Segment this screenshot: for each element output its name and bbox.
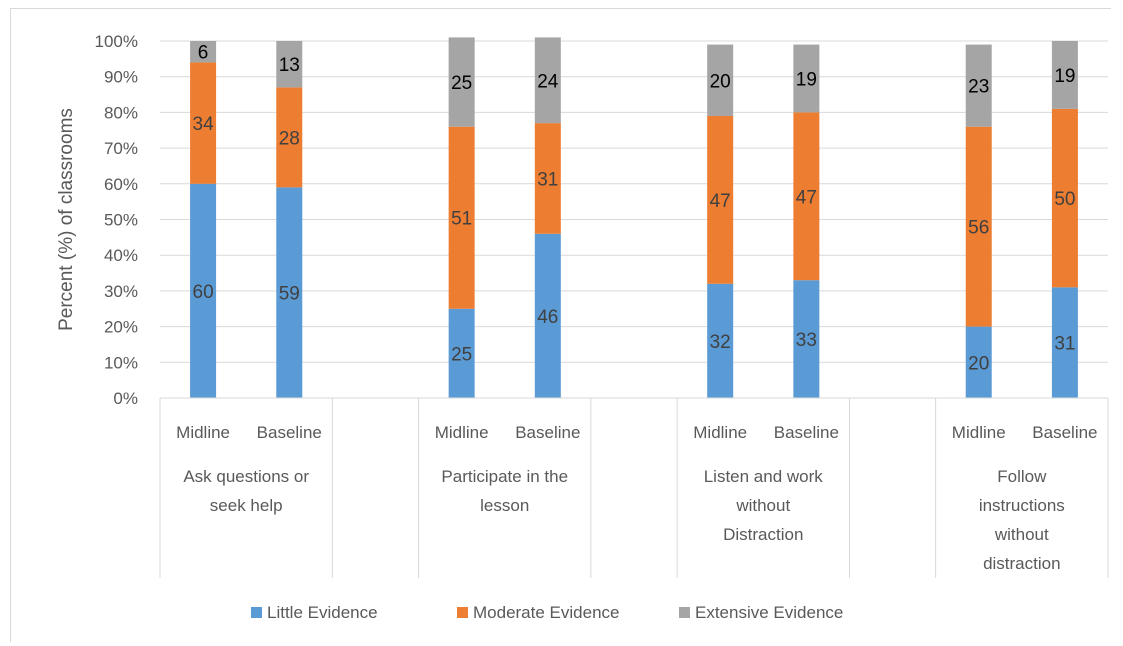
bar-segment <box>276 187 303 398</box>
category-label: Midline <box>435 423 489 442</box>
chart-frame <box>10 8 1111 642</box>
bar-segment <box>965 44 992 127</box>
data-label: 23 <box>968 77 989 98</box>
data-label: 13 <box>279 55 300 76</box>
group-label-line: Follow <box>997 467 1047 486</box>
bar-segment <box>448 126 475 309</box>
y-tick-label: 10% <box>104 353 138 372</box>
data-label: 47 <box>710 191 731 212</box>
bars <box>190 37 1078 398</box>
data-label: 33 <box>796 330 817 351</box>
bar-segment <box>534 123 561 234</box>
y-tick-label: 50% <box>104 211 138 230</box>
data-label: 50 <box>1054 189 1075 210</box>
bar-segment <box>534 233 561 398</box>
y-tick-label: 30% <box>104 282 138 301</box>
group-label-line: without <box>735 496 790 515</box>
category-label: Baseline <box>774 423 839 442</box>
category-label: Midline <box>693 423 747 442</box>
data-label: 60 <box>193 282 214 303</box>
bar-segment <box>276 87 303 188</box>
data-label: 25 <box>451 73 472 94</box>
data-label: 24 <box>537 71 559 92</box>
group-label-line: Listen and work <box>704 467 824 486</box>
category-label: Baseline <box>515 423 580 442</box>
y-tick-label: 40% <box>104 246 138 265</box>
bar-segment <box>534 37 561 124</box>
legend-swatch <box>457 607 468 618</box>
bar-segment <box>276 41 303 88</box>
group-label-line: instructions <box>979 496 1065 515</box>
group-label-line: without <box>994 525 1049 544</box>
data-label: 25 <box>451 344 472 365</box>
bar-segment <box>1051 287 1078 398</box>
y-tick-label: 20% <box>104 318 138 337</box>
data-label: 31 <box>537 169 558 190</box>
bar-segment <box>707 115 734 284</box>
bar-segment <box>965 326 992 398</box>
category-label: Midline <box>176 423 230 442</box>
data-label: 20 <box>710 71 731 92</box>
y-axis-title: Percent (%) of classrooms <box>56 108 77 331</box>
y-tick-label: 60% <box>104 175 138 194</box>
y-tick-label: 70% <box>104 139 138 158</box>
legend-label: Little Evidence <box>267 603 378 622</box>
category-label: Midline <box>952 423 1006 442</box>
data-label: 31 <box>1054 334 1075 355</box>
group-label-line: Distraction <box>723 525 803 544</box>
group-label-line: Ask questions or <box>183 467 309 486</box>
legend-label: Extensive Evidence <box>695 603 843 622</box>
bar-segment <box>448 308 475 398</box>
bar-segment <box>793 280 820 398</box>
data-label: 20 <box>968 353 989 374</box>
group-label-line: lesson <box>480 496 529 515</box>
data-label: 19 <box>796 69 817 90</box>
bar-segment <box>965 126 992 327</box>
bar-segment <box>448 37 475 127</box>
labels: 60 34 6 Midline 59 28 13 Baseline Ask questions … <box>176 43 1097 573</box>
bar-segment <box>707 283 734 398</box>
data-label: 19 <box>1054 66 1075 87</box>
data-label: 59 <box>279 284 300 305</box>
y-tick-label: 80% <box>104 103 138 122</box>
group-label-line: seek help <box>210 496 283 515</box>
group-label-line: Participate in the <box>441 467 568 486</box>
data-label: 6 <box>198 43 209 64</box>
bar-segment <box>793 44 820 113</box>
bar-segment <box>1051 108 1078 288</box>
bar-segment <box>190 62 217 184</box>
data-label: 56 <box>968 218 989 239</box>
bar-segment <box>1051 41 1078 109</box>
data-label: 32 <box>710 332 731 353</box>
data-label: 51 <box>451 209 472 230</box>
y-tick-label: 0% <box>113 389 138 408</box>
legend: Little Evidence Moderate Evidence Extensiv… <box>251 603 843 622</box>
bar-segment <box>793 112 820 281</box>
bar-segment <box>190 41 217 63</box>
data-label: 47 <box>796 187 817 208</box>
data-label: 28 <box>279 128 300 149</box>
data-label: 34 <box>193 114 215 135</box>
legend-label: Moderate Evidence <box>473 603 619 622</box>
legend-swatch <box>251 607 262 618</box>
axes: 0% 10% 20% 30% 40% 50% 60% 70% 80% 90% 100% Percent… <box>56 32 1109 578</box>
group-label-line: distraction <box>983 554 1060 573</box>
legend-swatch <box>679 607 690 618</box>
data-label: 46 <box>537 307 558 328</box>
category-label: Baseline <box>1032 423 1097 442</box>
bar-segment <box>707 44 734 116</box>
y-tick-label: 90% <box>104 68 138 87</box>
bar-segment <box>190 183 217 398</box>
category-label: Baseline <box>257 423 322 442</box>
y-tick-label: 100% <box>95 32 138 51</box>
